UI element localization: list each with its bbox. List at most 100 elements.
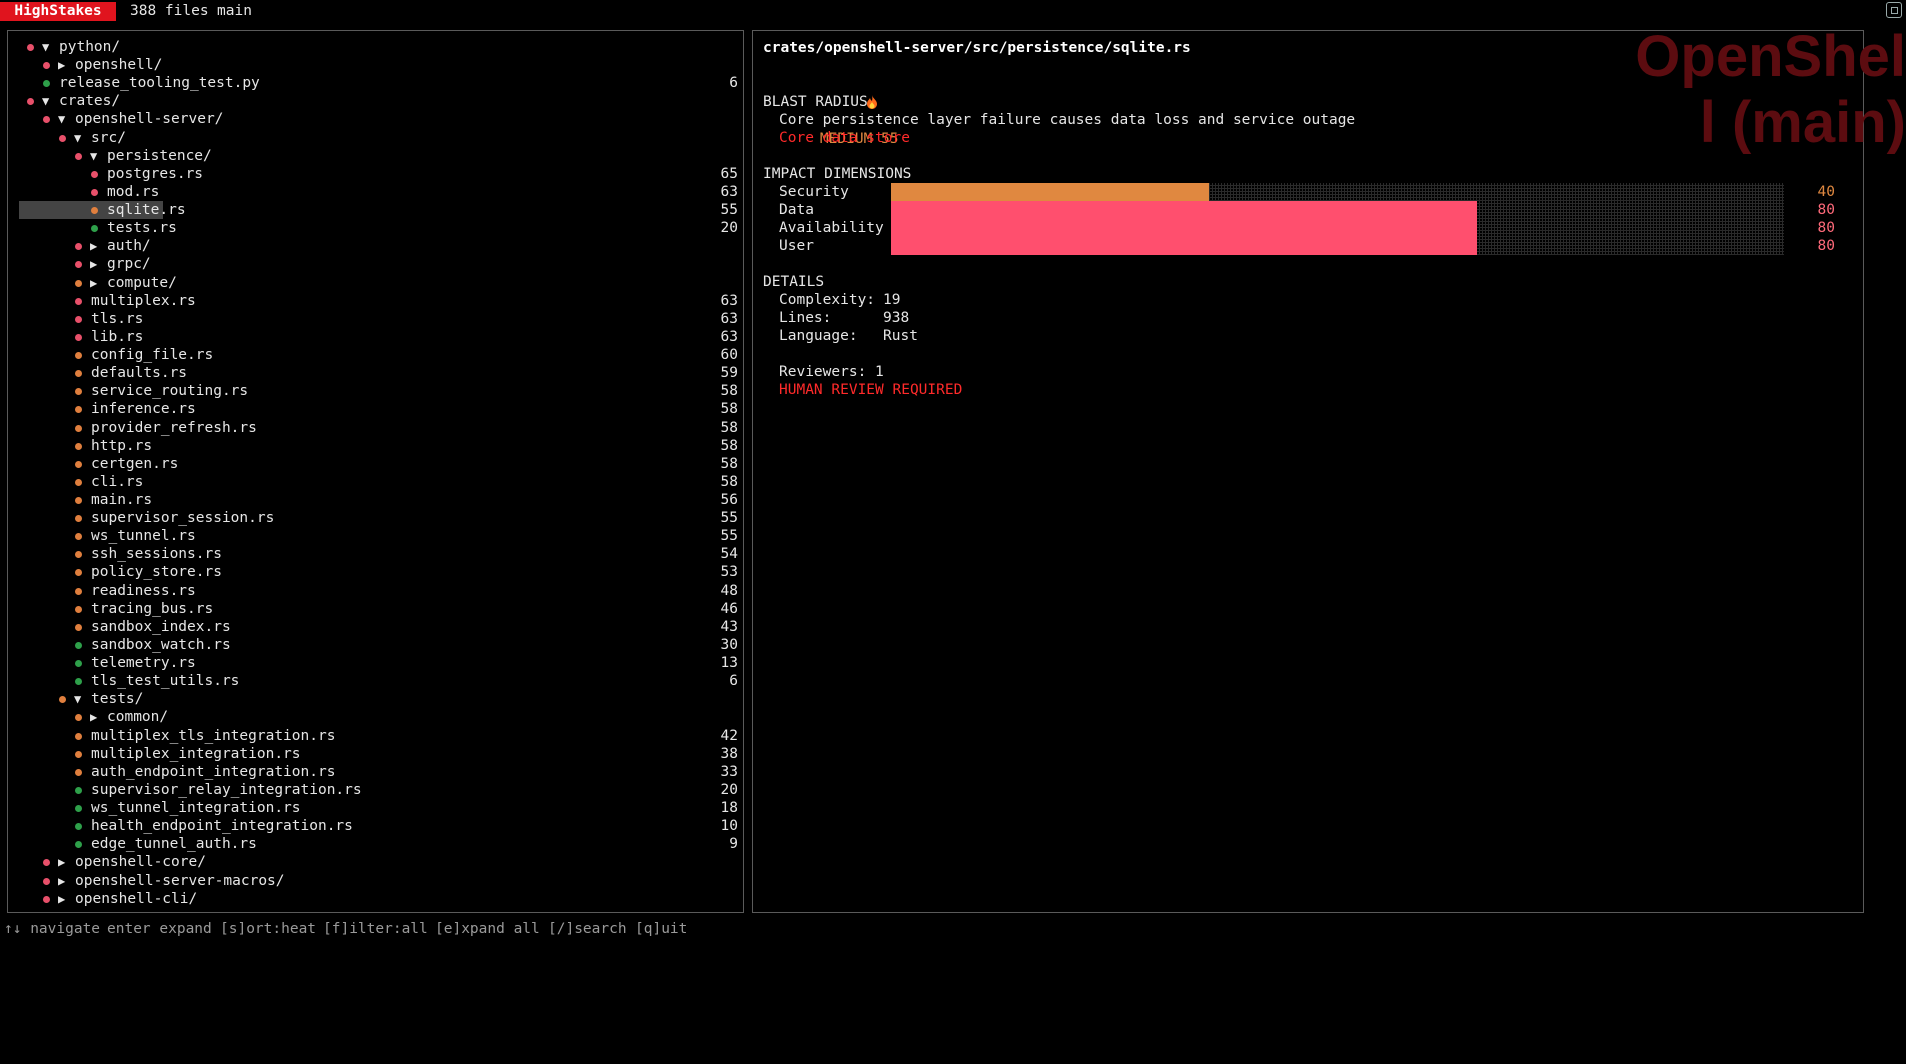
tree-folder-row[interactable]: ▼ tests/ — [18, 690, 738, 708]
heat-dot-icon — [43, 80, 50, 88]
heat-dot-icon — [75, 714, 82, 722]
tree-file-row[interactable]: provider_refresh.rs 58 — [18, 419, 738, 437]
tree-file-row[interactable]: sandbox_index.rs 43 — [18, 618, 738, 636]
tree-folder-row[interactable]: ▼ crates/ — [18, 92, 738, 110]
heat-dot-icon — [59, 134, 66, 142]
tree-folder-row[interactable]: ▶ grpc/ — [18, 255, 738, 273]
tree-folder-row[interactable]: ▶ openshell-cli/ — [18, 890, 738, 908]
tree-file-row[interactable]: tests.rs 20 — [18, 219, 738, 237]
chevron-right-icon[interactable]: ▶ — [90, 257, 98, 272]
tree-file-row[interactable]: sandbox_watch.rs 30 — [18, 636, 738, 654]
tree-item-name: lib.rs — [91, 328, 144, 345]
tree-file-row[interactable]: readiness.rs 48 — [18, 582, 738, 600]
tree-item-name: sqlite.rs — [107, 202, 186, 219]
tree-folder-row[interactable]: ▶ openshell/ — [18, 56, 738, 74]
chevron-right-icon[interactable]: ▶ — [90, 239, 98, 254]
heat-score: 60 — [720, 347, 738, 364]
tree-folder-row[interactable]: ▼ openshell-server/ — [18, 110, 738, 128]
tree-file-row[interactable]: ws_tunnel_integration.rs 18 — [18, 799, 738, 817]
heat-dot-icon — [75, 497, 82, 504]
tree-item-name: sandbox_watch.rs — [91, 636, 231, 653]
tree-file-row[interactable]: multiplex_integration.rs 38 — [18, 745, 738, 763]
heat-score: 63 — [720, 292, 738, 309]
tree-file-row[interactable]: cli.rs 58 — [18, 473, 738, 491]
heat-score: 13 — [720, 655, 738, 672]
tree-file-row[interactable]: supervisor_relay_integration.rs 20 — [18, 781, 738, 799]
tree-file-row[interactable]: release_tooling_test.py 6 — [18, 74, 738, 92]
tree-file-row[interactable]: edge_tunnel_auth.rs 9 — [18, 835, 738, 853]
tree-file-row[interactable]: lib.rs 63 — [18, 328, 738, 346]
tree-folder-row[interactable]: ▶ common/ — [18, 708, 738, 726]
heat-dot-icon — [75, 315, 82, 323]
tree-file-row[interactable]: config_file.rs 60 — [18, 346, 738, 364]
tree-file-row[interactable]: ws_tunnel.rs 55 — [18, 527, 738, 545]
heat-score: 54 — [720, 546, 738, 563]
tree-file-row[interactable]: postgres.rs 65 — [18, 165, 738, 183]
chevron-right-icon[interactable]: ▶ — [90, 275, 98, 290]
tree-file-row[interactable]: auth_endpoint_integration.rs 33 — [18, 763, 738, 781]
chevron-right-icon[interactable]: ▶ — [58, 891, 66, 906]
tree-item-name: supervisor_session.rs — [91, 510, 275, 527]
tree-folder-row[interactable]: ▼ src/ — [18, 129, 738, 147]
tree-file-row[interactable]: policy_store.rs 53 — [18, 563, 738, 581]
tree-file-row[interactable]: service_routing.rs 58 — [18, 382, 738, 400]
tree-folder-row[interactable]: ▶ auth/ — [18, 237, 738, 255]
tree-folder-row[interactable]: ▶ openshell-server-macros/ — [18, 872, 738, 890]
chevron-down-icon[interactable]: ▼ — [90, 148, 98, 163]
chevron-right-icon[interactable]: ▶ — [58, 855, 66, 870]
hint-expand-all[interactable]: [e]xpand all — [435, 921, 540, 937]
file-tree-panel[interactable]: ▼ python/ ▶ openshell/release_tooling_test.… — [7, 30, 744, 913]
chevron-right-icon[interactable]: ▶ — [58, 58, 66, 73]
tree-file-row[interactable]: certgen.rs 58 — [18, 455, 738, 473]
tree-item-name: mod.rs — [107, 183, 160, 200]
lines-value: 938 — [883, 310, 910, 326]
tree-file-row[interactable]: ssh_sessions.rs 54 — [18, 545, 738, 563]
heat-dot-icon — [75, 605, 82, 613]
tree-item-name: openshell-server/ — [75, 111, 224, 128]
tree-folder-row[interactable]: ▶ openshell-core/ — [18, 853, 738, 871]
hint-search[interactable]: [/]search — [548, 921, 627, 937]
chevron-right-icon[interactable]: ▶ — [90, 710, 98, 725]
tree-file-row[interactable]: main.rs 56 — [18, 491, 738, 509]
heat-dot-icon — [75, 786, 82, 794]
window-expand-icon[interactable] — [1886, 2, 1902, 18]
tree-file-row[interactable]: defaults.rs 59 — [18, 364, 738, 382]
chevron-down-icon[interactable]: ▼ — [42, 40, 50, 54]
tree-file-row[interactable]: health_endpoint_integration.rs 10 — [18, 817, 738, 835]
chevron-right-icon[interactable]: ▶ — [58, 873, 66, 888]
heat-dot-icon — [75, 388, 82, 396]
tree-folder-row[interactable]: ▼ python/ — [18, 38, 738, 56]
tree-item-name: http.rs — [91, 437, 153, 454]
chevron-down-icon[interactable]: ▼ — [58, 112, 66, 127]
tree-item-name: openshell-cli/ — [75, 890, 198, 907]
heat-score: 58 — [720, 419, 738, 436]
tree-file-row[interactable]: tracing_bus.rs 46 — [18, 600, 738, 618]
severity-label: MEDIUM 55 — [819, 131, 899, 147]
tree-file-row[interactable]: inference.rs 58 — [18, 400, 738, 418]
tree-file-row[interactable]: multiplex_tls_integration.rs 42 — [18, 727, 738, 745]
tree-folder-row[interactable]: ▼ persistence/ — [18, 147, 738, 165]
tree-file-row[interactable]: http.rs 58 — [18, 437, 738, 455]
file-path: crates/openshell-server/src/persistence/… — [763, 40, 1191, 56]
tree-file-row[interactable]: multiplex.rs 63 — [18, 292, 738, 310]
hint-sort[interactable]: [s]ort:heat — [220, 921, 317, 937]
dimension-label: Security — [779, 184, 849, 200]
heat-dot-icon — [75, 805, 82, 813]
chevron-down-icon[interactable]: ▼ — [74, 130, 82, 145]
heat-dot-icon — [75, 768, 82, 776]
tree-file-row[interactable]: tls.rs 63 — [18, 310, 738, 328]
hint-filter[interactable]: [f]ilter:all — [323, 921, 428, 937]
chevron-down-icon[interactable]: ▼ — [42, 94, 50, 109]
hint-quit[interactable]: [q]uit — [635, 921, 688, 937]
tree-file-row[interactable]: mod.rs 63 — [18, 183, 738, 201]
tree-file-row[interactable]: sqlite.rs 55 — [18, 201, 738, 220]
dimension-value: 80 — [1817, 238, 1835, 254]
tree-file-row[interactable]: tls_test_utils.rs 6 — [18, 672, 738, 690]
tree-file-row[interactable]: telemetry.rs 13 — [18, 654, 738, 672]
heat-dot-icon — [75, 333, 82, 341]
tree-file-row[interactable]: supervisor_session.rs 55 — [18, 509, 738, 527]
chevron-down-icon[interactable]: ▼ — [74, 692, 82, 707]
tree-folder-row[interactable]: ▶ compute/ — [18, 274, 738, 292]
heat-score: 65 — [720, 165, 738, 182]
heat-dot-icon — [75, 279, 82, 287]
